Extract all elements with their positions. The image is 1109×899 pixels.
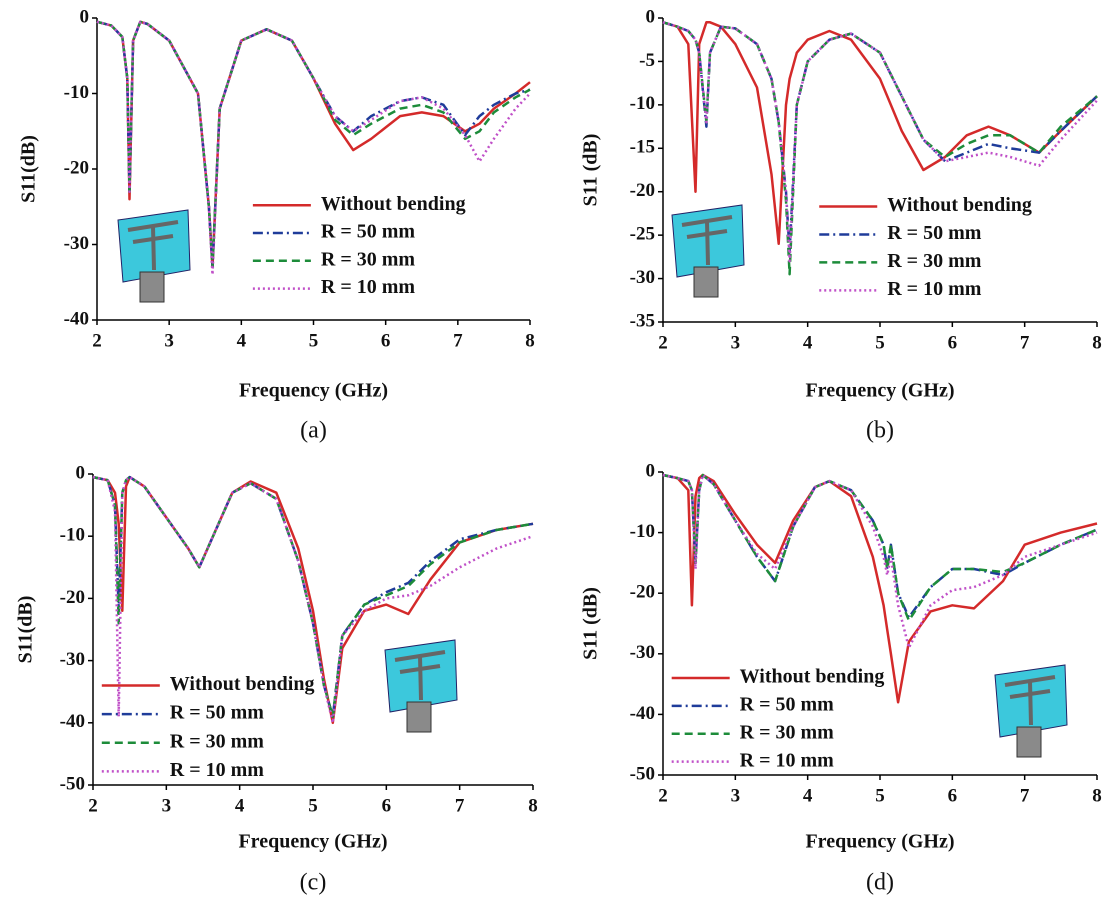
antenna-illustration [385,640,457,732]
y-tick-label: -30 [60,649,85,670]
x-tick-label: 3 [164,330,174,351]
legend-label: R = 30 mm [321,248,416,270]
x-tick-label: 7 [1020,785,1030,806]
legend-label: R = 30 mm [740,721,835,743]
x-axis-label: Frequency (GHz) [805,831,954,853]
y-tick-label: -5 [639,50,655,71]
x-tick-label: 6 [948,332,958,353]
x-tick-label: 8 [1092,332,1102,353]
legend-label: R = 30 mm [887,250,982,272]
antenna-connector [140,272,164,302]
y-tick-label: -50 [60,773,85,794]
legend-label: R = 10 mm [887,278,982,300]
x-tick-label: 2 [658,332,668,353]
antenna-illustration [995,665,1067,757]
y-axis-label: S11 (dB) [580,134,602,207]
y-tick-label: -20 [630,180,655,201]
y-tick-label: -40 [64,308,89,329]
y-tick-label: -40 [60,711,85,732]
legend-label: Without bending [321,193,466,215]
y-axis-label: S11(dB) [18,135,40,203]
y-tick-label: -40 [630,703,655,724]
x-tick-label: 5 [875,785,885,806]
y-tick-label: 0 [80,6,90,27]
antenna-connector [407,702,431,732]
caption: (a) [300,418,327,444]
legend-label: Without bending [887,194,1032,216]
x-tick-label: 6 [948,785,958,806]
caption: (c) [300,870,327,896]
y-axis-label: S11 (dB) [580,587,602,660]
x-tick-label: 8 [1092,785,1102,806]
y-tick-label: -10 [630,521,655,542]
x-axis-label: Frequency (GHz) [805,380,954,402]
x-tick-label: 4 [235,795,245,816]
antenna-connector [694,267,718,297]
series-line [663,475,1097,621]
x-tick-label: 4 [803,785,813,806]
y-tick-label: -35 [630,310,655,331]
x-tick-label: 4 [803,332,813,353]
x-tick-label: 6 [382,795,392,816]
x-tick-label: 8 [525,330,535,351]
x-tick-label: 5 [875,332,885,353]
y-tick-label: -25 [630,224,655,245]
legend-label: R = 10 mm [740,749,835,771]
y-tick-label: -10 [60,525,85,546]
series-line [663,475,1097,648]
y-tick-label: -20 [60,587,85,608]
legend-label: R = 50 mm [740,694,835,716]
y-tick-label: 0 [76,462,86,483]
legend-label: R = 10 mm [321,276,416,298]
x-tick-label: 6 [381,330,391,351]
legend-label: R = 10 mm [170,759,264,781]
y-tick-label: -10 [64,82,89,103]
x-tick-label: 4 [237,330,247,351]
legend-label: Without bending [170,673,315,695]
y-tick-label: -30 [630,267,655,288]
x-tick-label: 5 [309,330,319,351]
legend-label: R = 50 mm [321,221,416,243]
x-tick-label: 2 [88,795,98,816]
x-tick-label: 3 [162,795,172,816]
legend-label: R = 50 mm [887,222,982,244]
antenna-illustration [672,205,744,297]
y-tick-label: -30 [630,642,655,663]
series-line [663,475,1097,617]
x-tick-label: 5 [308,795,318,816]
y-tick-label: -50 [630,763,655,784]
y-tick-label: -15 [630,137,655,158]
x-tick-label: 2 [658,785,668,806]
y-tick-label: -20 [630,582,655,603]
y-axis-label: S11(dB) [15,596,37,664]
x-tick-label: 7 [1020,332,1030,353]
figure: 0-10-20-30-402345678Frequency (GHz)S11(d… [0,0,1109,899]
legend-label: R = 30 mm [170,730,264,752]
x-tick-label: 2 [92,330,102,351]
legend-label: Without bending [740,666,885,688]
legend-label: R = 50 mm [170,702,264,724]
x-tick-label: 3 [731,785,741,806]
x-axis-label: Frequency (GHz) [238,831,387,853]
y-tick-label: -30 [64,233,89,254]
y-tick-label: -10 [630,93,655,114]
antenna-connector [1017,727,1041,757]
antenna-illustration [118,210,190,302]
y-tick-label: 0 [646,460,656,481]
x-tick-label: 8 [528,795,538,816]
caption: (b) [866,418,894,444]
x-tick-label: 7 [455,795,465,816]
y-tick-label: 0 [646,6,656,27]
caption: (d) [866,870,894,896]
x-tick-label: 3 [731,332,741,353]
y-tick-label: -20 [64,157,89,178]
x-axis-label: Frequency (GHz) [239,380,388,402]
x-tick-label: 7 [453,330,463,351]
